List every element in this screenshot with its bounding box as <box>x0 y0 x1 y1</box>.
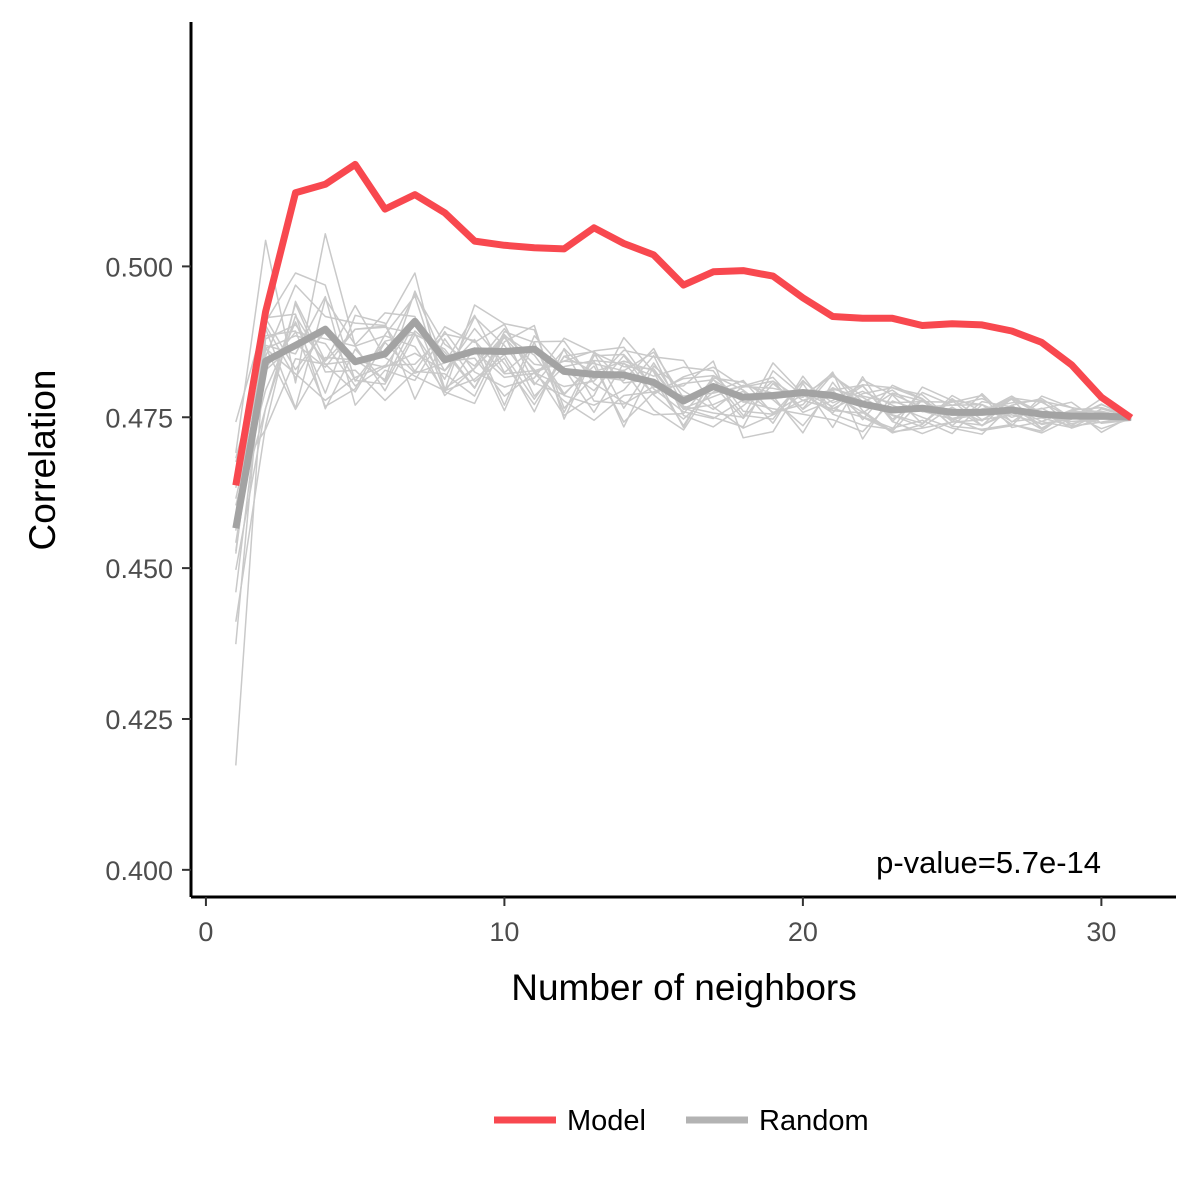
x-tick-label: 20 <box>788 917 818 947</box>
random-run-line-8 <box>235 303 1132 519</box>
x-axis-title: Number of neighbors <box>511 967 857 1008</box>
random-run-line-17 <box>235 333 1132 593</box>
random-run-line-16 <box>235 326 1132 463</box>
p-value-annotation: p-value=5.7e-14 <box>876 845 1101 880</box>
x-tick-label: 0 <box>198 917 213 947</box>
random-runs <box>235 233 1132 766</box>
y-tick-label: 0.450 <box>105 554 173 584</box>
legend: Model Random <box>494 1105 869 1137</box>
x-tick-label: 30 <box>1086 917 1116 947</box>
random-run-line-4 <box>235 290 1132 459</box>
y-tick-label: 0.400 <box>105 856 173 886</box>
series-lines <box>232 160 1134 529</box>
x-tick-label: 10 <box>489 917 519 947</box>
random-run-line-5 <box>235 272 1132 645</box>
legend-label-model: Model <box>567 1105 646 1137</box>
random-run-line-20 <box>235 321 1132 489</box>
random-run-line-13 <box>235 313 1132 427</box>
random-run-line-9 <box>235 292 1132 571</box>
model-line <box>232 160 1134 486</box>
random-mean-line <box>232 317 1132 529</box>
legend-label-random: Random <box>759 1105 869 1137</box>
x-ticks: 0 10 20 30 <box>198 897 1116 947</box>
random-run-line-19 <box>235 233 1132 454</box>
y-tick-label: 0.475 <box>105 403 173 433</box>
y-tick-label: 0.500 <box>105 252 173 282</box>
y-tick-label: 0.425 <box>105 705 173 735</box>
random-run-line-7 <box>235 284 1132 543</box>
y-axis-title: Correlation <box>22 370 63 551</box>
y-ticks: 0.400 0.425 0.450 0.475 0.500 <box>105 252 191 886</box>
